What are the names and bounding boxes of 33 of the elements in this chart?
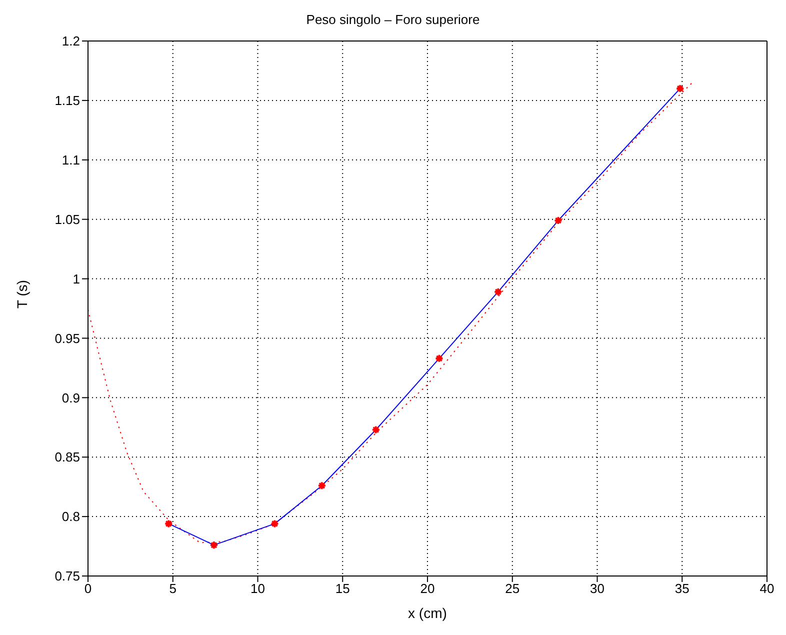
point bbox=[318, 481, 326, 490]
x-tick-label: 15 bbox=[335, 581, 350, 596]
line-series bbox=[88, 82, 693, 544]
y-tick-label: 0.8 bbox=[62, 509, 80, 524]
point bbox=[210, 540, 218, 550]
x-tick-label: 35 bbox=[674, 581, 690, 596]
point bbox=[434, 354, 444, 363]
point bbox=[554, 216, 563, 225]
y-tick-label: 1.05 bbox=[54, 212, 80, 227]
x-tick-label: 25 bbox=[505, 581, 520, 596]
y-tick-label: 1.15 bbox=[54, 93, 80, 108]
x-tick-label: 20 bbox=[420, 581, 435, 596]
point bbox=[164, 519, 174, 528]
chart-title: Peso singolo – Foro superiore bbox=[305, 11, 481, 29]
point bbox=[371, 425, 380, 434]
x-tick-label: 40 bbox=[760, 581, 774, 596]
y-axis-title: T (s) bbox=[14, 280, 30, 308]
point bbox=[676, 84, 684, 93]
point bbox=[270, 519, 280, 528]
x-tick-label: 0 bbox=[84, 581, 92, 596]
y-tick-label: 0.85 bbox=[54, 450, 80, 465]
x-tick-label: 5 bbox=[169, 581, 176, 596]
y-tick-label: 0.75 bbox=[54, 568, 80, 584]
y-tick-label: 0.9 bbox=[62, 390, 80, 406]
y-tick-label: 1.1 bbox=[62, 152, 80, 168]
point bbox=[494, 287, 503, 296]
line-series bbox=[168, 88, 681, 546]
y-tick-label: 0.95 bbox=[54, 330, 80, 346]
x-axis-title: x (cm) bbox=[408, 605, 447, 621]
y-tick-label: 1 bbox=[72, 271, 80, 286]
x-tick-label: 10 bbox=[250, 581, 265, 596]
x-tick-label: 30 bbox=[590, 581, 604, 596]
y-tick-label: 1.2 bbox=[62, 34, 80, 49]
